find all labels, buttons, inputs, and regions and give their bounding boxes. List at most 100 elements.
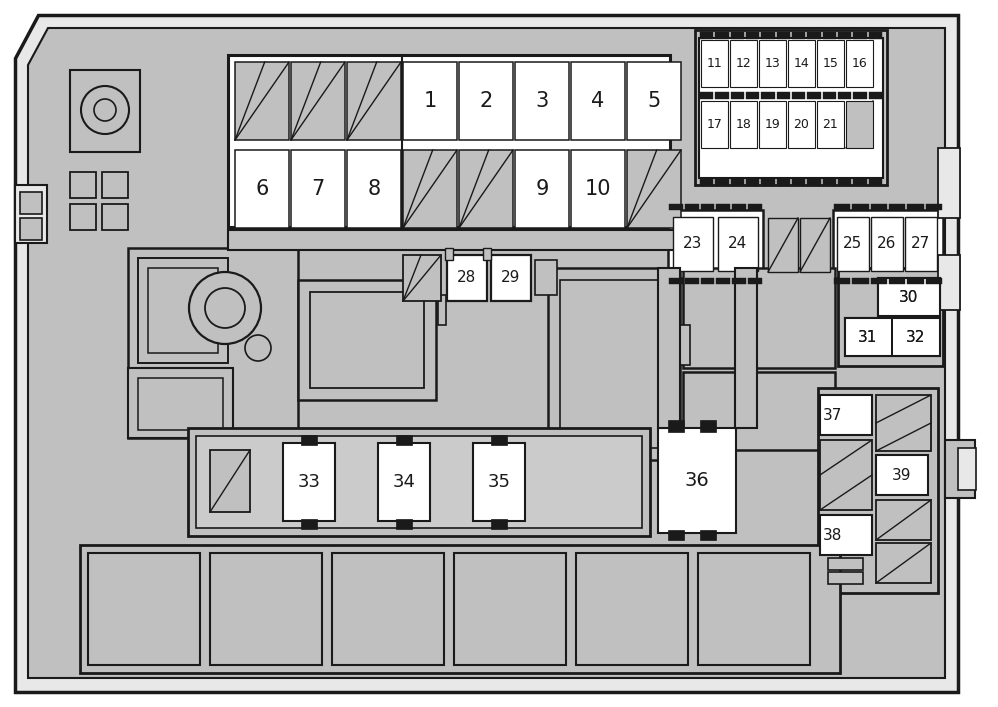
Bar [748, 278, 762, 284]
Text: 6: 6 [255, 179, 268, 199]
Text: 23: 23 [684, 237, 703, 252]
Bar [868, 179, 882, 186]
Bar [438, 295, 446, 325]
Bar [822, 32, 836, 39]
Text: 7: 7 [311, 179, 324, 199]
Polygon shape [28, 28, 945, 678]
Bar [822, 92, 836, 99]
Bar [838, 32, 851, 39]
Bar [838, 92, 851, 99]
Bar [700, 530, 716, 540]
Bar [878, 278, 940, 316]
Text: 24: 24 [729, 237, 748, 252]
Bar [716, 179, 729, 186]
Bar [853, 179, 866, 186]
Text: 10: 10 [585, 179, 611, 199]
Text: 20: 20 [793, 118, 809, 131]
Bar [828, 558, 863, 570]
Bar [792, 32, 805, 39]
Text: 31: 31 [858, 329, 877, 344]
Bar [347, 150, 401, 228]
Bar [846, 40, 873, 87]
Bar [627, 150, 681, 228]
Bar [454, 553, 566, 665]
Bar [938, 148, 960, 218]
Text: 18: 18 [736, 118, 751, 131]
Bar [148, 268, 218, 353]
Circle shape [81, 86, 129, 134]
Bar [868, 32, 882, 39]
Bar [138, 378, 223, 430]
Bar [870, 204, 887, 210]
Bar [210, 553, 322, 665]
Bar [301, 519, 317, 529]
Bar [905, 217, 937, 271]
Bar [298, 280, 436, 400]
Bar [291, 150, 345, 228]
Text: 30: 30 [899, 289, 919, 305]
Text: 1: 1 [423, 91, 436, 111]
Text: 4: 4 [592, 91, 605, 111]
Bar [15, 185, 47, 243]
Bar [870, 278, 887, 284]
Bar [483, 248, 491, 260]
Bar [701, 278, 715, 284]
Bar [20, 218, 42, 240]
Bar [820, 515, 872, 555]
Bar [332, 553, 444, 665]
Bar [235, 62, 289, 140]
Bar [128, 368, 233, 438]
Bar [853, 32, 866, 39]
Bar [283, 443, 335, 521]
Bar [678, 325, 690, 365]
Bar [347, 62, 401, 140]
Bar [310, 292, 424, 388]
Bar [822, 179, 836, 186]
Bar [491, 435, 507, 445]
Bar [445, 248, 453, 260]
Bar [515, 150, 569, 228]
Bar [776, 92, 790, 99]
Bar [658, 268, 680, 428]
Bar [301, 435, 317, 445]
Bar [700, 92, 714, 99]
Bar [396, 435, 412, 445]
Bar [403, 150, 457, 228]
Bar [733, 278, 747, 284]
Bar [699, 38, 883, 178]
Bar [878, 278, 940, 316]
Bar [907, 278, 924, 284]
Bar [718, 217, 758, 271]
Bar [820, 440, 872, 510]
Bar [700, 32, 714, 39]
Bar [491, 255, 531, 301]
Circle shape [205, 288, 245, 328]
Bar [88, 553, 200, 665]
Bar [852, 278, 868, 284]
Bar [807, 179, 820, 186]
Bar [196, 436, 642, 528]
Text: 39: 39 [892, 467, 912, 482]
Text: 9: 9 [535, 179, 549, 199]
Bar [701, 40, 728, 87]
Bar [876, 543, 931, 583]
Bar [560, 280, 668, 448]
Bar [807, 92, 820, 99]
Bar [730, 101, 757, 148]
Bar [80, 545, 840, 673]
Bar [70, 204, 96, 230]
Bar [958, 448, 976, 490]
Bar [20, 192, 42, 214]
Bar [473, 443, 525, 521]
Bar [459, 62, 513, 140]
Text: 35: 35 [487, 473, 511, 491]
Bar [673, 217, 713, 271]
Text: 28: 28 [457, 271, 477, 286]
Text: 25: 25 [843, 237, 862, 252]
Bar [447, 255, 487, 301]
Bar [852, 204, 868, 210]
Bar [889, 204, 905, 210]
Text: 29: 29 [501, 271, 521, 286]
Bar [828, 572, 863, 584]
Bar [535, 260, 557, 295]
